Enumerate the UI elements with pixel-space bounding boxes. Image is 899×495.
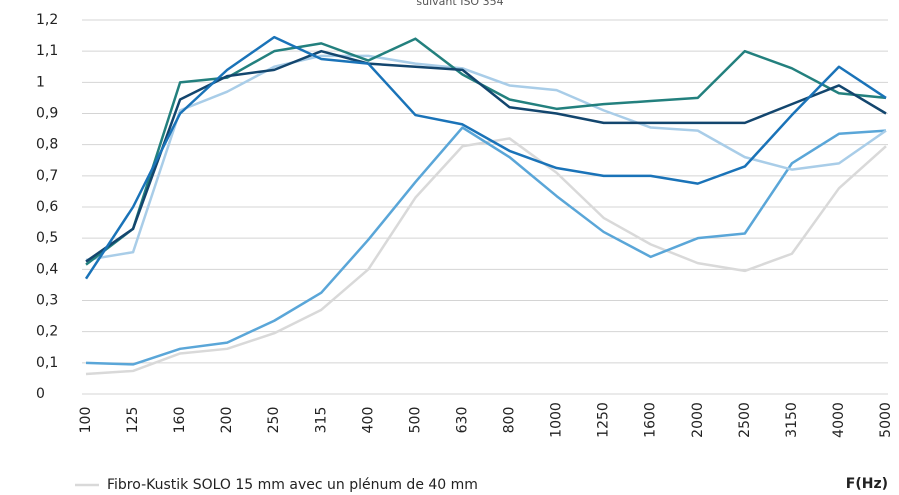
y-tick-label: 1 [36, 74, 45, 90]
x-tick-label: 2000 [690, 402, 706, 438]
x-tick-label: 400 [360, 407, 376, 434]
x-tick-label: 100 [78, 407, 94, 434]
x-tick-label: 5000 [878, 402, 894, 438]
x-tick-label: 500 [407, 407, 423, 434]
y-tick-label: 0,2 [36, 324, 58, 340]
x-tick-label: 1600 [643, 402, 659, 438]
y-tick-label: 0,9 [36, 106, 58, 122]
x-tick-label: 125 [125, 407, 141, 434]
y-tick-label: 0,6 [36, 199, 58, 215]
x-tick-label: 4000 [831, 402, 847, 438]
y-tick-label: 0,4 [36, 261, 58, 277]
y-tick-label: 0,8 [36, 137, 58, 153]
data-line [85, 37, 887, 266]
x-tick-label: 1000 [549, 402, 565, 438]
x-tick-label: 200 [219, 407, 235, 434]
x-tick-label: 315 [313, 407, 329, 434]
x-tick-label: 250 [266, 407, 282, 434]
y-tick-label: 0,3 [36, 293, 58, 309]
x-tick-label: 630 [454, 407, 470, 434]
y-tick-label: 0,7 [36, 168, 58, 184]
y-tick-label: 0,5 [36, 230, 58, 246]
x-tick-label: 800 [502, 407, 518, 434]
legend-label: Fibro-Kustik SOLO 15 mm avec un plénum d… [107, 477, 478, 493]
chart-subtitle: suivant ISO 354 [416, 0, 503, 8]
data-line [85, 49, 887, 263]
x-tick-label: 3150 [784, 402, 800, 438]
data-line [85, 126, 887, 366]
y-tick-label: 0 [36, 386, 45, 402]
y-tick-label: 1,1 [36, 43, 58, 59]
x-tick-label: 2500 [737, 402, 753, 438]
x-tick-label: 160 [172, 407, 188, 434]
data-line [84, 35, 887, 280]
y-tick-label: 0,1 [36, 355, 58, 371]
x-axis-label: F(Hz) [846, 476, 888, 492]
data-line [85, 137, 887, 376]
y-tick-label: 1,2 [36, 12, 58, 28]
x-tick-label: 1250 [596, 402, 612, 438]
